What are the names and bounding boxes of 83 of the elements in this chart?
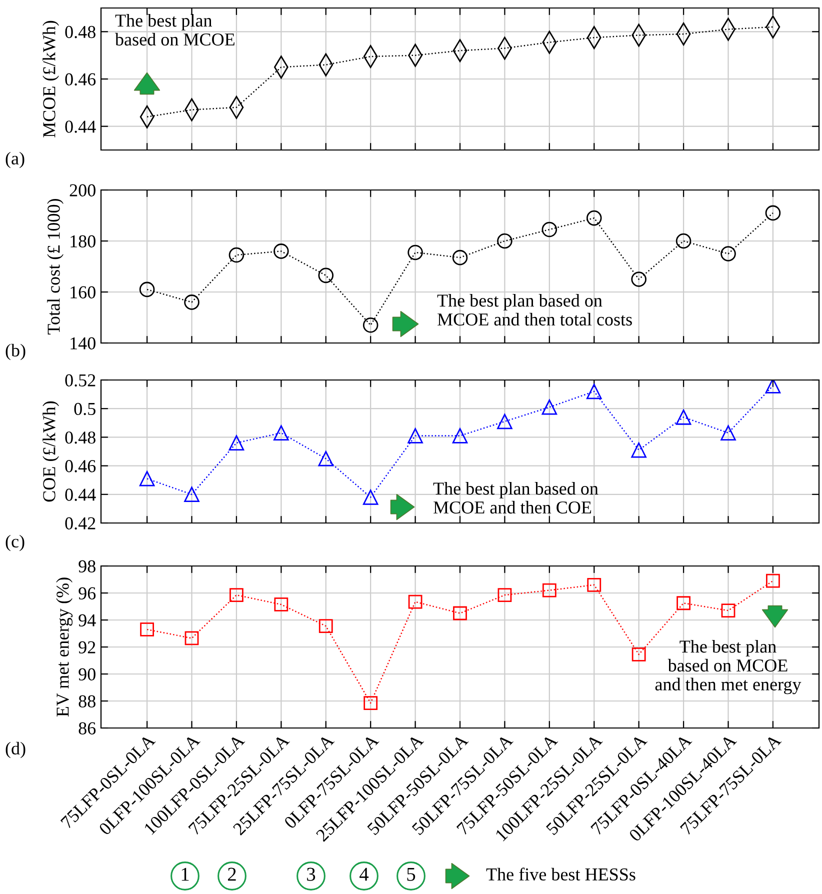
point xyxy=(497,414,512,430)
point xyxy=(452,250,468,266)
y-axis-title: COE (£/kWh) xyxy=(42,401,59,502)
y-tick-label: 0.52 xyxy=(65,374,96,387)
point xyxy=(766,574,780,588)
point xyxy=(631,272,646,287)
text: 1 xyxy=(182,868,189,881)
point xyxy=(631,442,646,458)
point xyxy=(720,425,736,441)
point xyxy=(140,622,154,636)
text: (c) xyxy=(6,534,24,552)
point xyxy=(184,486,200,502)
point xyxy=(586,384,602,400)
annotation: The best plan based on MCOE and then COE xyxy=(433,482,598,514)
point xyxy=(274,598,288,612)
text: (a) xyxy=(6,152,24,168)
text: (b) xyxy=(6,344,26,360)
annotation: The best plan based on MCOE xyxy=(115,14,234,46)
text: The five best HESSs xyxy=(486,868,636,881)
text: 5 xyxy=(407,868,416,881)
point xyxy=(587,578,602,592)
point xyxy=(230,588,244,602)
y-tick-label: 98 xyxy=(78,560,96,572)
point xyxy=(720,246,736,262)
text: 4 xyxy=(360,868,369,881)
point xyxy=(184,631,199,646)
y-tick-label: 0.46 xyxy=(65,73,96,86)
point xyxy=(497,233,512,249)
y-tick-label: 96 xyxy=(78,587,96,600)
y-tick-label: 0.48 xyxy=(65,26,96,38)
y-tick-label: 140 xyxy=(70,337,96,350)
point xyxy=(318,451,334,466)
point xyxy=(632,647,646,662)
y-tick-label: 0.5 xyxy=(74,402,96,416)
text: (d) xyxy=(6,742,26,758)
point xyxy=(228,435,244,451)
point xyxy=(453,606,467,620)
point xyxy=(228,247,244,263)
point xyxy=(498,588,512,602)
point xyxy=(765,380,781,394)
text: 3 xyxy=(307,868,316,881)
y-axis-title: MCOE (£/kWh) xyxy=(42,20,59,138)
point xyxy=(362,490,378,505)
point xyxy=(676,410,692,425)
y-tick-label: 88 xyxy=(78,695,96,708)
y-tick-label: 160 xyxy=(70,286,96,298)
y-tick-label: 92 xyxy=(78,641,96,654)
y-axis-title: EV met energy (%) xyxy=(56,578,73,717)
y-axis-title: Total cost (£ 1000) xyxy=(47,198,64,334)
y-tick-label: 94 xyxy=(78,614,96,626)
point xyxy=(721,604,736,618)
point xyxy=(452,428,468,444)
annotation: The best plan based on MCOE and then total costs xyxy=(437,294,632,326)
point xyxy=(139,471,155,486)
y-tick-label: 0.46 xyxy=(65,460,96,472)
y-tick-label: 0.44 xyxy=(65,120,96,133)
annotation: The best plan based on MCOE and then met energy xyxy=(655,640,802,694)
point xyxy=(318,268,334,284)
point xyxy=(184,294,200,310)
y-tick-label: 90 xyxy=(78,668,96,680)
point xyxy=(765,205,781,221)
point xyxy=(542,222,558,238)
point xyxy=(542,583,556,598)
point xyxy=(364,696,378,710)
point xyxy=(586,210,602,226)
point xyxy=(676,233,692,249)
point xyxy=(542,400,558,415)
y-tick-label: 200 xyxy=(70,184,96,196)
point xyxy=(676,596,690,610)
y-tick-label: 0.42 xyxy=(65,517,96,530)
point xyxy=(274,425,289,441)
y-tick-label: 0.48 xyxy=(65,431,96,444)
point xyxy=(408,594,422,609)
text: 2 xyxy=(228,868,236,881)
y-tick-label: 180 xyxy=(70,235,96,248)
point xyxy=(274,244,289,259)
point xyxy=(139,282,155,298)
y-tick-label: 86 xyxy=(78,722,96,734)
y-tick-label: 0.44 xyxy=(65,488,96,501)
point xyxy=(318,619,333,634)
point xyxy=(408,244,423,260)
point xyxy=(408,428,423,444)
point xyxy=(362,318,378,333)
